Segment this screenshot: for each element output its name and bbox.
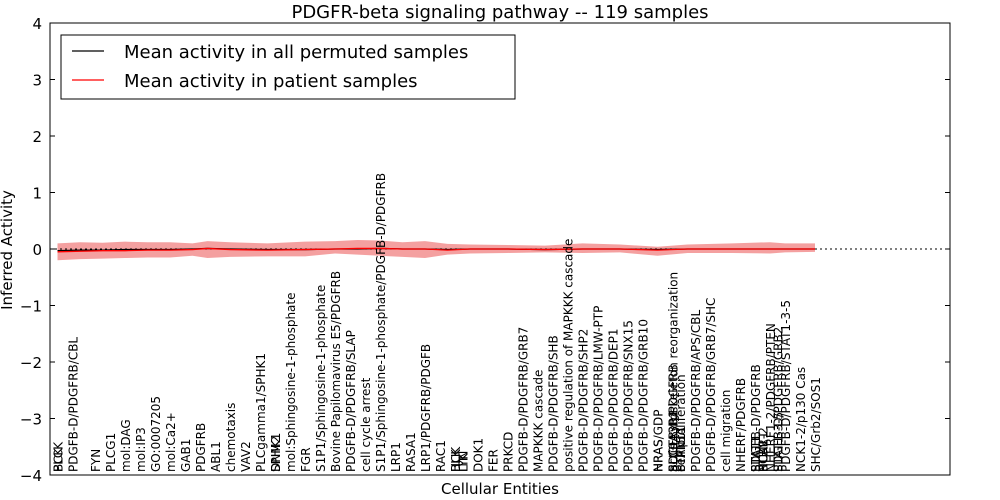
y-tick-layer: 4 3 2 1 0 −1 −2 −3 −4	[20, 15, 950, 485]
y-tick-label: −4	[20, 467, 42, 485]
plot-frame	[49, 22, 951, 476]
x-category-label: GO:0007205	[149, 396, 163, 472]
x-category-label: PDGFB-D/PDGFRB/APS/CBL	[689, 309, 703, 472]
x-category-label: PDGFB-D/PDGFRB/SHP2	[577, 329, 591, 472]
y-axis-label: Inferred Activity	[0, 190, 16, 310]
x-category-label: BLK	[449, 448, 463, 472]
x-category-label: PDGFB-D/PDGFRB/CBL	[67, 337, 81, 472]
x-category-label: ITK	[457, 452, 471, 472]
x-category-label: NCK1-2	[757, 427, 771, 472]
series-layer	[57, 247, 815, 253]
x-category-label: NRAS	[652, 439, 666, 472]
x-axis-label: Cellular Entities	[441, 480, 559, 498]
series-line-patient	[57, 247, 815, 253]
x-category-label: PDGFB-D/PDGFRB/GRB7/SHC	[704, 298, 718, 472]
x-category-label: PDGFB-D/PDGFRB/GRB2	[772, 327, 786, 472]
x-category-label: HRAS/GDP	[652, 409, 666, 472]
y-tick-label: 1	[32, 185, 42, 203]
x-category-label: BCK	[52, 447, 66, 472]
x-category-label: PDGFB-D/PDGFRB/SNX15	[622, 320, 636, 472]
x-category-label: SLC9A3R2	[667, 410, 681, 472]
x-category-label: PDGFB-D/PDGFRB/STAT1-3-5	[779, 300, 793, 472]
x-category-label: PTEN	[757, 441, 771, 472]
x-category-label: PDGFB-D/PDGFRB/SLAP	[344, 330, 358, 472]
x-category-label: LYN	[457, 451, 471, 472]
x-category-label: MAPKKK cascade	[532, 370, 546, 472]
x-category-label: RAC1	[434, 440, 448, 472]
y-tick-label: 0	[32, 241, 42, 259]
x-category-label: cell migration	[719, 390, 733, 472]
x-category-label: cell proliferation	[674, 374, 688, 472]
x-category-label: PLCK	[52, 441, 66, 472]
x-category-label: NHERF1-2/PDGFRB/PTEN	[764, 323, 778, 472]
x-category-label: ABL1	[209, 441, 223, 472]
x-category-label: mol:IP3	[134, 427, 148, 472]
legend-box	[60, 34, 516, 100]
legend-label-permuted: Mean activity in all permuted samples	[124, 42, 468, 63]
x-category-label: STAT1	[749, 436, 763, 472]
x-category-label: cell cycle arrest	[359, 377, 373, 472]
x-category-label: SHC/Grb2/SOS1	[809, 377, 823, 472]
x-category-label: LRP1/PDGFRB/PDGFB	[419, 344, 433, 472]
x-category-label: PDGFB-D/PDGFRB/GRB7	[517, 327, 531, 472]
x-category-label: RASA1	[404, 432, 418, 472]
x-category-label: mol:DAG	[119, 419, 133, 472]
x-category-label: PTPN11	[674, 426, 688, 472]
x-category-label: STAT3	[749, 436, 763, 472]
y-tick-label: 3	[32, 72, 42, 90]
x-category-label: mol:Sphingosine-1-phosphate	[284, 293, 298, 473]
y-tick-label: 4	[32, 15, 42, 33]
chart-title: PDGFR-beta signaling pathway -- 119 samp…	[291, 2, 708, 23]
x-category-label: PRKCD	[502, 432, 516, 472]
x-category-label: PLCG1	[104, 433, 118, 472]
x-category-label: PDGFRB	[194, 423, 208, 472]
x-category-label: S1P1/Sphingosine-1-phosphate	[314, 285, 328, 472]
x-category-label: STAT1-3-5	[772, 412, 786, 472]
x-category-label: PDGFB-D/PDGFRB/SHB	[547, 335, 561, 472]
x-category-label: DOK1	[472, 438, 486, 472]
x-category-label: HCK	[449, 446, 463, 472]
x-category-label: actin cytoskeleton reorganization	[667, 272, 681, 472]
y-tick-label: −3	[20, 411, 42, 429]
x-category-label: DNM2	[269, 436, 283, 472]
x-category-label: PDGFB-D/PDGFRB/GRB10	[637, 319, 651, 472]
legend: Mean activity in all permuted samples Me…	[60, 34, 516, 100]
y-tick-label: −1	[20, 298, 42, 316]
x-category-label: PDGFB-D/PDGFRB	[667, 364, 681, 472]
x-category-label: LRP1	[389, 442, 403, 472]
y-tick-label: −2	[20, 354, 42, 372]
legend-label-patient: Mean activity in patient samples	[124, 71, 418, 92]
x-category-label: FER	[487, 449, 501, 472]
x-category-label: Bovine Papilomavirus E5/PDGFRB	[329, 271, 343, 472]
x-category-label: SLC9A3R1	[667, 410, 681, 472]
x-category-label: chemotaxis	[224, 403, 238, 472]
x-category-label: PDGFB-D/PDGFRB/LMW-PTP	[592, 306, 606, 472]
x-category-label: NHERF/PDGFRB	[734, 378, 748, 472]
x-category-label: positive regulation of MAPKKK cascade	[562, 239, 576, 472]
x-category-label: GAB1	[179, 439, 193, 472]
x-category-label: FYN	[89, 449, 103, 472]
x-category-label: PLCgamma1/SPHK1	[254, 353, 268, 472]
x-category-label: NCK1-2/p130 Cas	[794, 367, 808, 472]
x-category-label: STAT5A	[674, 427, 688, 472]
x-category-label: mol:Ca2+	[164, 412, 178, 472]
y-tick-label: 2	[32, 128, 42, 146]
x-category-label: BCAR1	[757, 431, 771, 472]
x-category-label: PDGFB-D/PDGFRB	[749, 364, 763, 472]
x-category-label: S1P1/Sphingosine-1-phosphate/PDGFB-D/PDG…	[374, 173, 388, 472]
x-category-label: FGR	[299, 447, 313, 472]
x-category-label: SPHK1	[269, 433, 283, 472]
x-category-label: VAV2	[239, 441, 253, 472]
x-category-label: PDGFB-D/PDGFRB/DEP1	[607, 328, 621, 472]
